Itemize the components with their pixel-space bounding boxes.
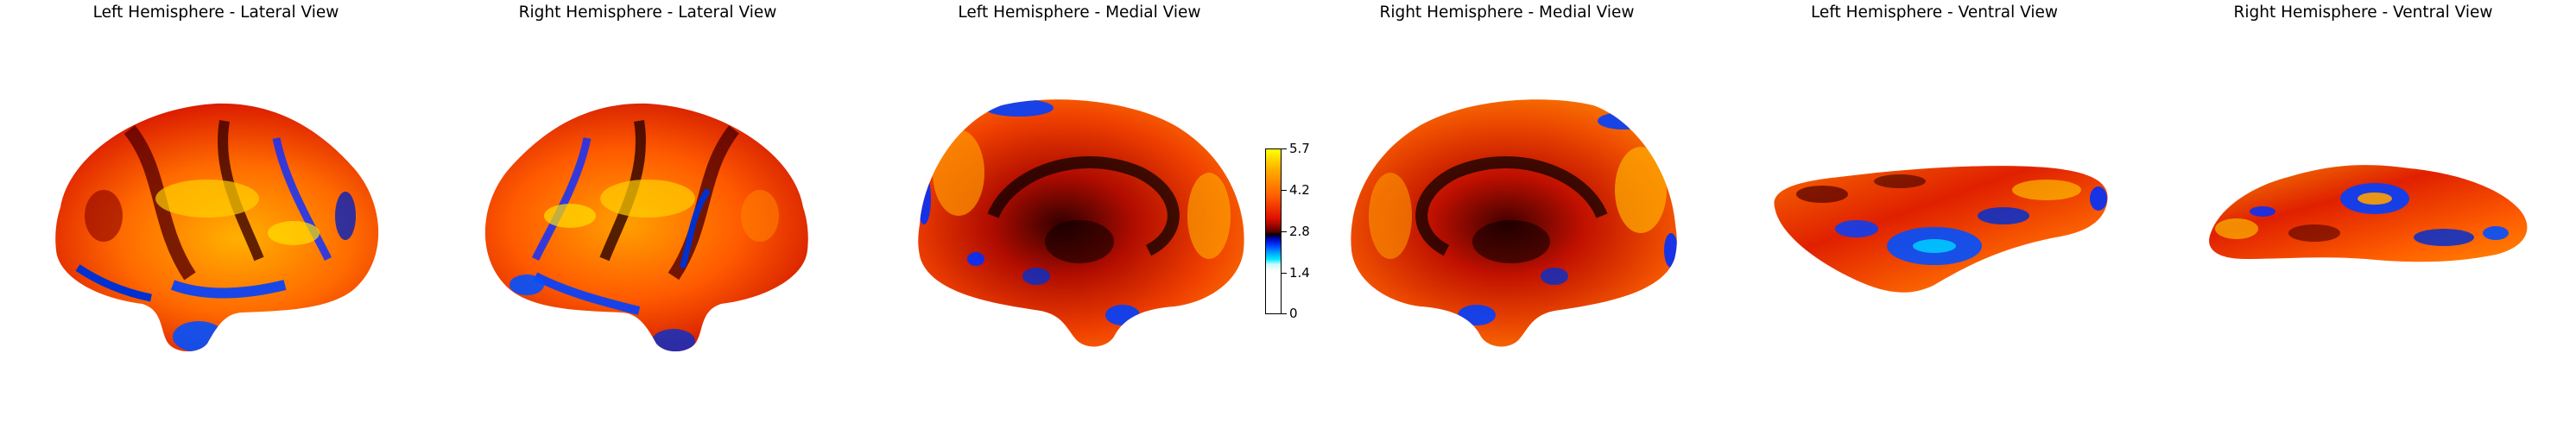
colorbar: [1265, 148, 1282, 314]
colorbar-tick: [1282, 313, 1287, 314]
colorbar-tick-label: 4.2: [1289, 182, 1310, 198]
brain-surface-left-lateral: [55, 103, 379, 351]
colorbar-tick: [1282, 148, 1287, 149]
panel-left-medial: Left Hemisphere - Medial View: [864, 0, 1295, 442]
colorbar-tick-label: 5.7: [1289, 141, 1310, 156]
brain-surface-left-medial: [918, 99, 1244, 347]
brain-surface-right-ventral: [2209, 165, 2528, 262]
panel-title: Right Hemisphere - Medial View: [1379, 3, 1635, 22]
panel-title: Left Hemisphere - Medial View: [958, 3, 1201, 22]
colorbar-tick: [1282, 273, 1287, 274]
colorbar-tick-label: 0: [1289, 306, 1298, 321]
brain-surface-right-medial: [1351, 99, 1677, 347]
panel-right-lateral: Right Hemisphere - Lateral View: [432, 0, 864, 442]
brain-surface-right-lateral: [484, 103, 808, 351]
panel-title: Right Hemisphere - Ventral View: [2233, 3, 2493, 22]
brain-surface-left-ventral: [1774, 166, 2108, 293]
panel-left-lateral: Left Hemisphere - Lateral View: [0, 0, 432, 442]
colorbar-tick: [1282, 231, 1287, 232]
panel-title: Right Hemisphere - Lateral View: [518, 3, 777, 22]
panel-right-ventral: Right Hemisphere - Ventral View: [2150, 0, 2576, 442]
panel-left-ventral: Left Hemisphere - Ventral View: [1718, 0, 2150, 442]
panel-title: Left Hemisphere - Ventral View: [1810, 3, 2059, 22]
panel-title: Left Hemisphere - Lateral View: [92, 3, 339, 22]
colorbar-tick: [1282, 190, 1287, 191]
colorbar-tick-label: 2.8: [1289, 224, 1310, 239]
colorbar-tick-label: 1.4: [1289, 265, 1310, 281]
panel-right-medial: Right Hemisphere - Medial View: [1295, 0, 1718, 442]
